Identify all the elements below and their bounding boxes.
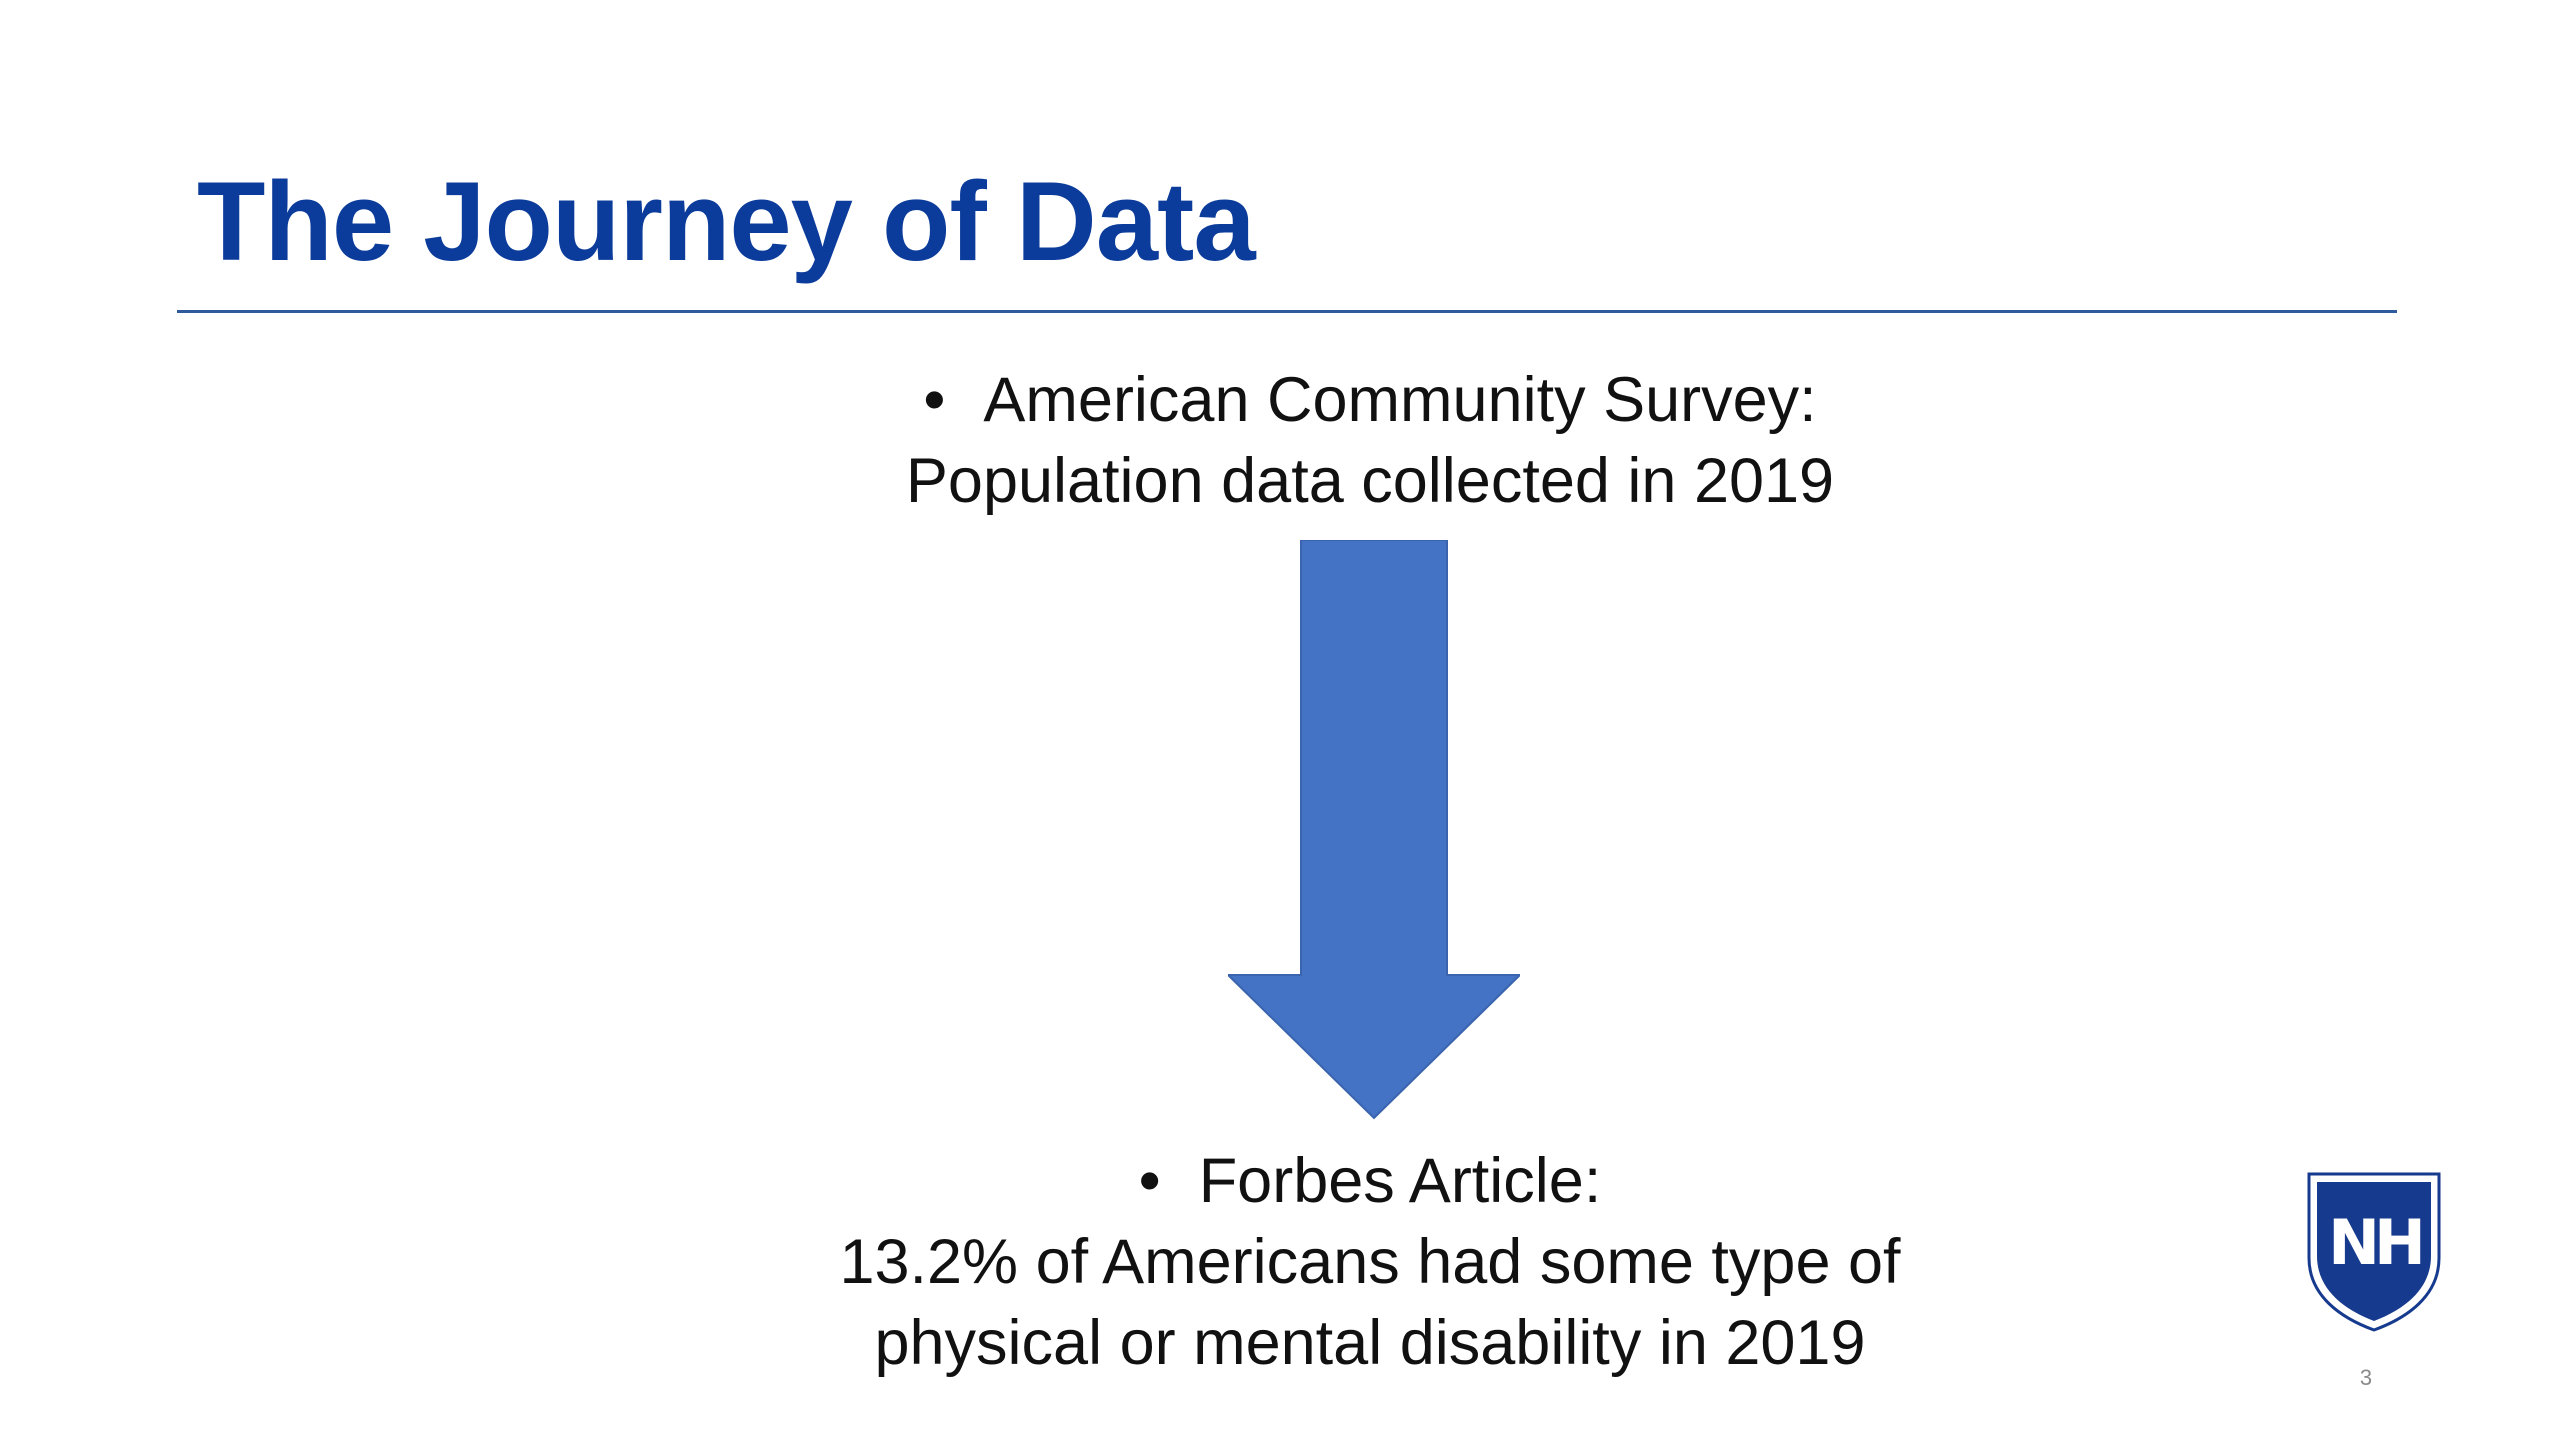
top-text-block: • American Community Survey: Population d… xyxy=(730,360,2010,522)
top-heading-line: • American Community Survey: xyxy=(730,360,2010,441)
bottom-text-block: • Forbes Article: 13.2% of Americans had … xyxy=(730,1141,2010,1384)
arrow-down-icon xyxy=(1228,540,1520,1120)
bottom-body-line-2: physical or mental disability in 2019 xyxy=(874,1308,1866,1378)
unh-shield-logo: NH xyxy=(2307,1172,2441,1332)
slide-title: The Journey of Data xyxy=(197,159,1256,284)
bottom-body-line-1: 13.2% of Americans had some type of xyxy=(839,1227,1901,1297)
top-heading: American Community Survey: xyxy=(983,365,1817,435)
bottom-heading: Forbes Article: xyxy=(1198,1146,1602,1216)
top-body: Population data collected in 2019 xyxy=(905,446,1835,516)
page-number: 3 xyxy=(2359,1365,2373,1390)
arrow-shape xyxy=(1228,540,1520,1120)
shield-inner xyxy=(2317,1182,2431,1321)
bullet-icon: • xyxy=(923,365,946,435)
bottom-heading-line: • Forbes Article: xyxy=(730,1141,2010,1222)
bullet-icon: • xyxy=(1138,1146,1161,1216)
title-divider xyxy=(177,310,2397,313)
logo-letters: NH xyxy=(2328,1206,2421,1279)
